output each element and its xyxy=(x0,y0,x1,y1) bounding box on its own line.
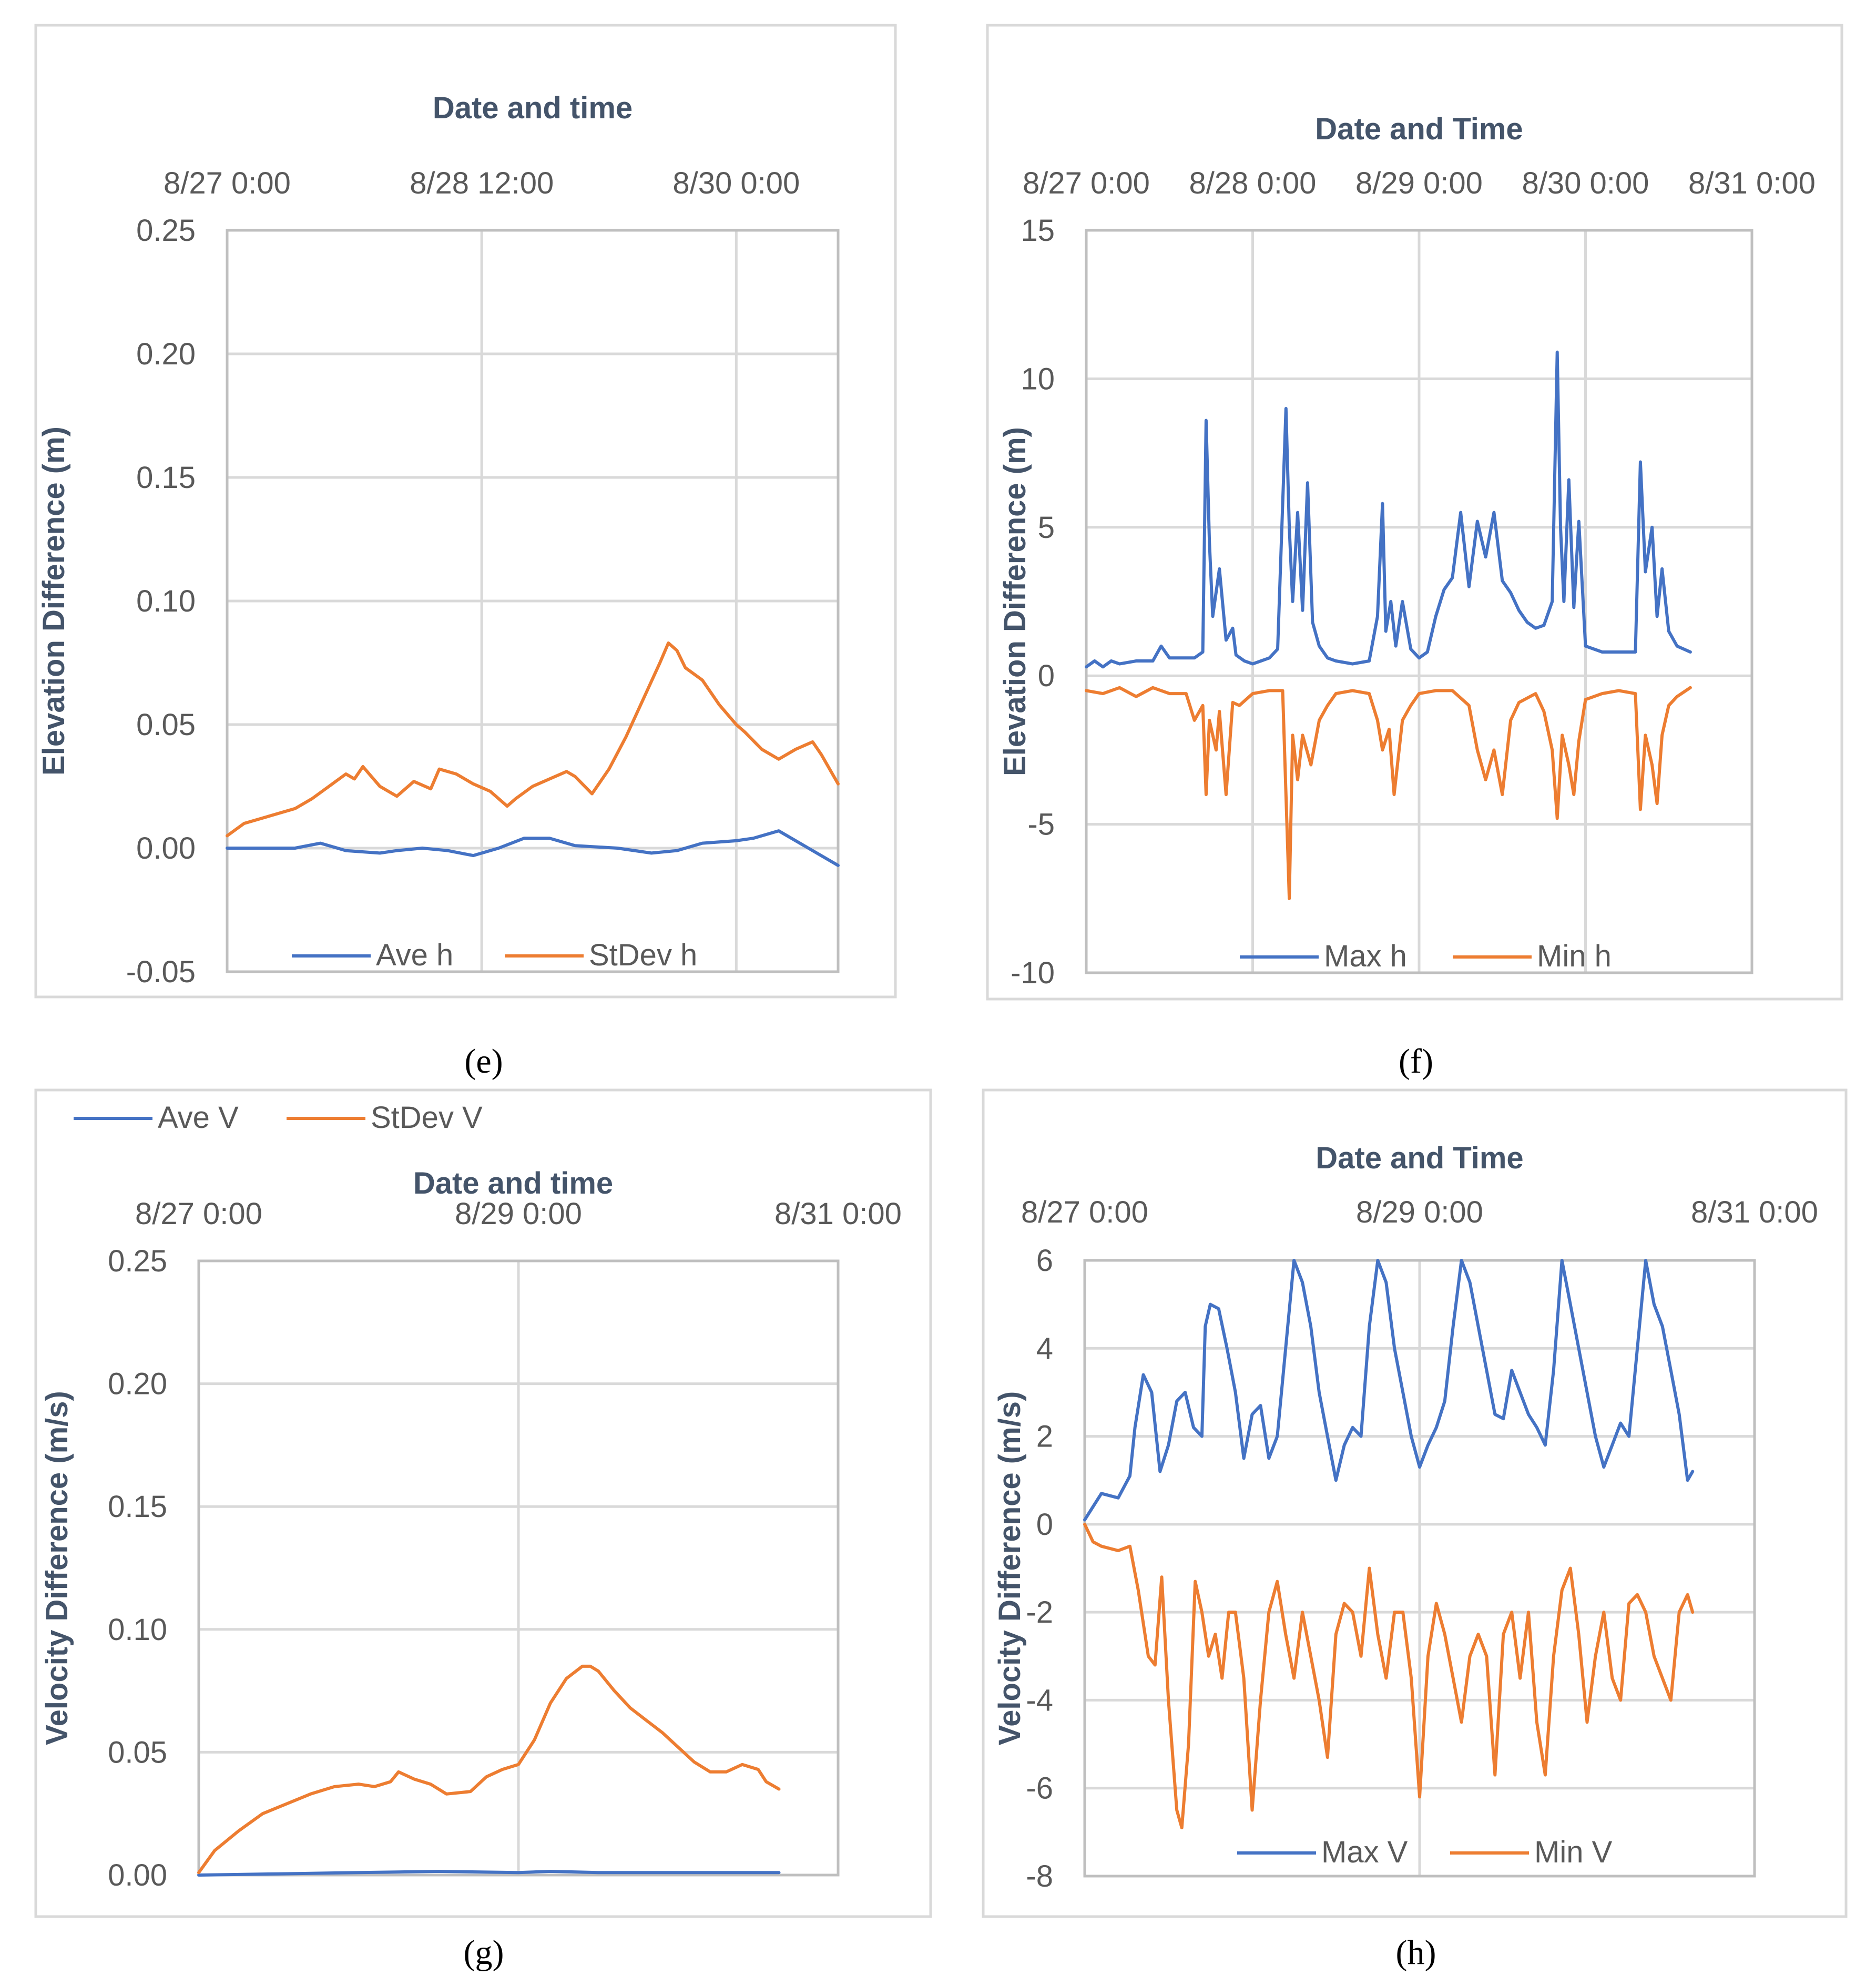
x-tick-label: 8/28 12:00 xyxy=(410,166,554,200)
chart-panel-e: -0.05 0.00 0.05 0.10 0.15 0.20 0.25 8/27 0:00 8/… xyxy=(34,24,897,1081)
y-tick-label: -0.05 xyxy=(126,955,196,989)
panel-caption: (f) xyxy=(1399,1042,1433,1081)
y-tick-label: 2 xyxy=(1036,1420,1053,1454)
series-line-max-v xyxy=(1083,1259,1695,1522)
series-line-min-v xyxy=(1083,1522,1695,1829)
y-tick-label: 0.25 xyxy=(108,1244,167,1278)
x-tick-label: 8/29 0:00 xyxy=(1356,1195,1483,1229)
x-tick-label: 8/27 0:00 xyxy=(1023,166,1150,200)
y-tick-label: 0.15 xyxy=(136,461,196,495)
chart-frame xyxy=(986,24,1843,1001)
x-axis-title: Date and Time xyxy=(1316,1141,1523,1175)
y-tick-label: -10 xyxy=(1011,956,1055,990)
legend-label: StDev V xyxy=(371,1101,483,1135)
legend-label: StDev h xyxy=(589,938,697,972)
chart-panel-h: -8 -6 -4 -2 0 2 4 6 8/27 0:00 8/29 0:00 8/31 0:00 D… xyxy=(982,1088,1848,1972)
y-tick-label: 0.00 xyxy=(108,1858,167,1892)
series-line-ave-h xyxy=(226,829,840,867)
y-tick-label: -5 xyxy=(1027,808,1055,842)
x-tick-label: 8/29 0:00 xyxy=(1355,166,1483,200)
x-tick-label: 8/27 0:00 xyxy=(1021,1195,1148,1229)
x-tick-label: 8/30 0:00 xyxy=(672,166,800,200)
y-tick-label: 0.25 xyxy=(136,213,196,248)
x-tick-label: 8/30 0:00 xyxy=(1522,166,1649,200)
legend-label: Max h xyxy=(1324,939,1407,973)
y-axis-title: Elevation Difference (m) xyxy=(37,426,71,776)
y-tick-label: -8 xyxy=(1026,1859,1053,1893)
x-tick-label: 8/29 0:00 xyxy=(455,1197,582,1231)
x-axis-title: Date and Time xyxy=(1315,112,1523,146)
plot-area-border xyxy=(197,1259,840,1877)
panel-caption: (g) xyxy=(464,1933,504,1972)
legend-label: Ave h xyxy=(376,938,453,972)
x-tick-label: 8/27 0:00 xyxy=(164,166,291,200)
y-tick-label: 5 xyxy=(1038,511,1055,545)
y-tick-label: 0.20 xyxy=(136,337,196,371)
series-line-ave-v xyxy=(197,1870,781,1877)
series-line-stdev-v xyxy=(197,1664,781,1875)
x-tick-label: 8/27 0:00 xyxy=(135,1197,262,1231)
y-axis-title: Velocity Difference (m/s) xyxy=(40,1391,74,1745)
legend-label: Min h xyxy=(1537,939,1612,973)
y-tick-label: -6 xyxy=(1026,1771,1053,1806)
series-line-max-h xyxy=(1085,350,1692,669)
legend-label: Max V xyxy=(1321,1835,1408,1869)
y-tick-label: 0.20 xyxy=(108,1367,167,1401)
y-tick-label: 0 xyxy=(1036,1508,1053,1542)
x-axis-title: Date and time xyxy=(413,1166,613,1200)
chart-panel-g: 0.00 0.05 0.10 0.15 0.20 0.25 8/27 0:00 8/29 0:… xyxy=(34,1088,932,1972)
y-tick-label: -2 xyxy=(1026,1595,1053,1629)
series-line-min-h xyxy=(1085,686,1692,900)
panel-caption: (h) xyxy=(1396,1933,1436,1972)
legend-label: Min V xyxy=(1534,1835,1613,1869)
chart-frame xyxy=(34,24,897,999)
y-tick-label: 0.15 xyxy=(108,1490,167,1524)
y-tick-label: 6 xyxy=(1036,1244,1053,1278)
y-tick-label: 0.10 xyxy=(108,1613,167,1647)
x-tick-label: 8/31 0:00 xyxy=(774,1197,902,1231)
series-line-stdev-h xyxy=(226,641,840,838)
plot-area-border xyxy=(1085,229,1753,974)
y-tick-label: 4 xyxy=(1036,1331,1053,1366)
y-axis-title: Velocity Difference (m/s) xyxy=(993,1391,1027,1746)
plot-area-border xyxy=(226,229,840,973)
x-tick-label: 8/31 0:00 xyxy=(1691,1195,1818,1229)
y-tick-label: 15 xyxy=(1021,213,1055,248)
plot-area-border xyxy=(1083,1259,1756,1878)
chart-layer: -0.05 0.00 0.05 0.10 0.15 0.20 0.25 8/27 0:00 8/… xyxy=(34,24,1848,1972)
y-tick-label: 10 xyxy=(1021,362,1055,396)
y-tick-label: 0.00 xyxy=(136,831,196,865)
panel-caption: (e) xyxy=(464,1042,503,1081)
y-tick-label: 0.05 xyxy=(136,708,196,742)
legend-label: Ave V xyxy=(158,1101,239,1135)
chart-panel-f: -10 -5 0 5 10 15 8/27 0:00 8/28 0:00 8/29 0:00 8/… xyxy=(986,24,1843,1081)
y-tick-label: 0.05 xyxy=(108,1735,167,1769)
y-axis-title: Elevation Difference (m) xyxy=(998,427,1032,776)
y-tick-label: 0.10 xyxy=(136,584,196,618)
y-tick-label: 0 xyxy=(1038,659,1055,693)
x-tick-label: 8/31 0:00 xyxy=(1688,166,1816,200)
x-tick-label: 8/28 0:00 xyxy=(1189,166,1317,200)
x-axis-title: Date and time xyxy=(433,91,633,125)
chart-frame xyxy=(982,1088,1848,1918)
y-tick-label: -4 xyxy=(1026,1683,1053,1717)
